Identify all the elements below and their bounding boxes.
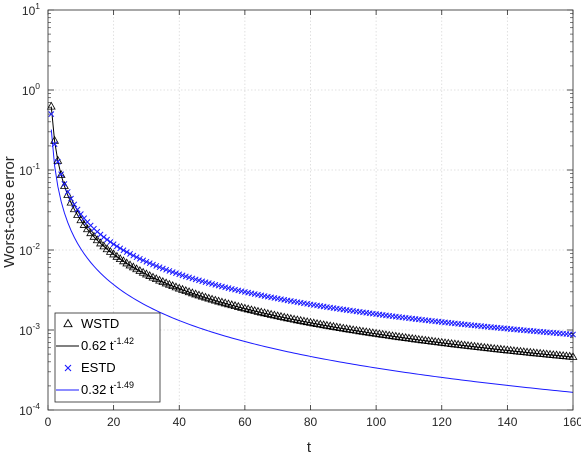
estd-marker xyxy=(107,239,114,245)
wstd-marker xyxy=(132,264,142,273)
estd-marker xyxy=(163,266,170,273)
estd-marker xyxy=(186,274,193,281)
legend-box xyxy=(54,312,161,403)
estd-marker xyxy=(136,255,143,262)
legend-item-1: WSTD xyxy=(63,316,119,331)
legend-item-2: 0.62 t-1.42 xyxy=(56,336,134,353)
estd-marker xyxy=(192,276,199,283)
estd-marker xyxy=(71,201,78,208)
estd-marker xyxy=(143,258,150,265)
x-axis-label: t xyxy=(307,439,312,456)
wstd-marker xyxy=(89,231,99,240)
y-tick-label: 100 xyxy=(22,81,40,98)
legend-x-marker xyxy=(64,364,72,372)
estd-marker xyxy=(68,195,74,202)
legend-label: ESTD xyxy=(81,360,116,375)
x-tick-label: 60 xyxy=(238,415,252,429)
wstd-marker xyxy=(82,224,92,233)
x-tick-label: 160 xyxy=(563,415,581,429)
estd-marker xyxy=(113,243,120,250)
estd-marker xyxy=(176,271,183,278)
wstd-marker xyxy=(135,265,145,274)
y-tick-label: 10-4 xyxy=(19,401,40,418)
x-tick-label: 120 xyxy=(432,415,452,429)
wstd-marker xyxy=(102,244,112,253)
wstd-marker xyxy=(66,197,76,206)
estd-marker xyxy=(117,245,124,252)
estd-marker xyxy=(127,250,133,257)
wstd-marker xyxy=(119,256,128,265)
wstd-marker xyxy=(122,258,132,267)
estd-marker xyxy=(61,181,68,187)
estd-marker xyxy=(110,241,117,248)
x-tick-label: 100 xyxy=(366,415,386,429)
wstd-marker xyxy=(96,238,105,247)
estd-marker xyxy=(130,252,137,259)
legend: WSTD 0.62 t-1.42 ESTD 0.32 t-1.49 xyxy=(54,312,161,403)
estd-marker xyxy=(153,262,160,269)
wstd-marker xyxy=(99,241,109,250)
estd-marker xyxy=(48,111,55,118)
wstd-marker xyxy=(115,254,125,263)
estd-marker xyxy=(173,270,179,277)
estd-marker xyxy=(159,265,166,272)
x-tick-label: 0 xyxy=(45,415,52,429)
estd-marker xyxy=(54,158,61,165)
estd-marker xyxy=(150,261,156,268)
series-layer xyxy=(46,101,578,393)
y-tick-label: 10-1 xyxy=(19,161,40,178)
estd-marker xyxy=(58,171,65,178)
estd-marker xyxy=(77,211,84,218)
wstd-marker xyxy=(125,260,135,269)
wstd-marker xyxy=(105,246,115,255)
estd-marker xyxy=(202,279,209,286)
x-tick-label: 80 xyxy=(304,415,318,429)
legend-triangle-marker xyxy=(63,318,73,328)
x-tick-label: 20 xyxy=(107,415,121,429)
legend-item-3: ESTD xyxy=(64,360,116,375)
estd-marker xyxy=(156,264,163,271)
legend-label: 0.32 t-1.49 xyxy=(81,380,134,397)
estd-marker xyxy=(189,275,196,282)
wstd-marker xyxy=(86,228,96,237)
estd-marker xyxy=(182,273,189,280)
y-tick-label: 101 xyxy=(22,1,40,18)
wstd-marker xyxy=(56,169,66,178)
axes xyxy=(47,9,574,411)
fit-line-1a1aff xyxy=(50,129,574,393)
estd-marker xyxy=(74,206,81,213)
y-tick-label: 10-3 xyxy=(19,321,40,338)
estd-marker xyxy=(199,278,206,285)
x-tick-label: 40 xyxy=(173,415,187,429)
estd-marker xyxy=(146,260,153,267)
legend-label: 0.62 t-1.42 xyxy=(81,336,134,353)
y-tick-label: 10-2 xyxy=(19,241,40,258)
estd-marker xyxy=(104,236,111,243)
x-tick-label: 140 xyxy=(497,415,517,429)
estd-marker xyxy=(64,188,71,195)
y-axis-label: Worst-case error xyxy=(1,156,18,267)
legend-label: WSTD xyxy=(81,316,119,331)
estd-marker xyxy=(100,234,107,241)
wstd-marker xyxy=(109,249,119,258)
estd-marker xyxy=(123,249,130,256)
legend-item-4: 0.32 t-1.49 xyxy=(56,380,134,397)
wstd-marker xyxy=(46,101,56,110)
wstd-marker xyxy=(112,251,122,260)
wstd-marker xyxy=(128,262,138,271)
estd-marker xyxy=(120,247,127,254)
estd-marker xyxy=(166,267,173,274)
estd-marker xyxy=(51,141,58,148)
estd-marker xyxy=(169,269,176,276)
estd-marker xyxy=(133,254,140,261)
wstd-marker xyxy=(92,235,102,244)
estd-marker xyxy=(195,277,202,284)
wstd-marker xyxy=(73,209,82,218)
wstd-marker xyxy=(50,135,60,144)
estd-marker xyxy=(140,257,147,264)
estd-marker xyxy=(179,272,186,279)
tick-labels: 0 20 40 60 80 100 120 140 160 10-4 10-3 10-2 10-1 100… xyxy=(19,1,581,429)
